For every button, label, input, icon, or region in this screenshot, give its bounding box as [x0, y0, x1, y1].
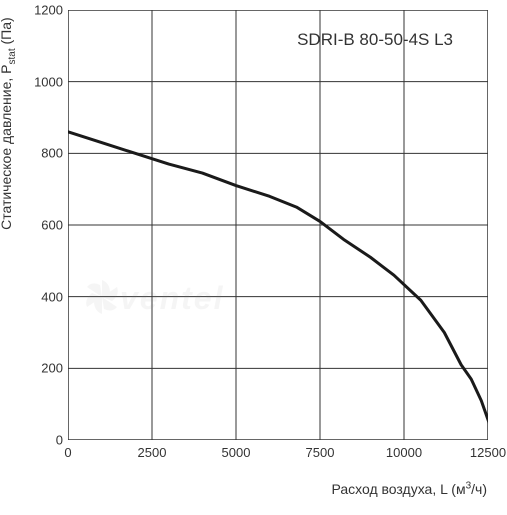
x-axis-label-text: Расход воздуха, L (м3/ч) — [331, 481, 487, 497]
x-tick-label: 7500 — [306, 445, 335, 460]
y-tick-label: 0 — [23, 433, 63, 448]
y-tick-label: 600 — [23, 218, 63, 233]
y-tick-label: 800 — [23, 146, 63, 161]
x-axis-label: Расход воздуха, L (м3/ч) — [331, 480, 487, 497]
y-axis-label-text: Статическое давление, Pstat (Па) — [0, 17, 14, 230]
y-tick-label: 200 — [23, 361, 63, 376]
x-tick-label: 5000 — [222, 445, 251, 460]
y-tick-label: 1200 — [23, 3, 63, 18]
y-tick-label: 1000 — [23, 74, 63, 89]
watermark-text: ventel — [120, 280, 224, 317]
x-tick-label: 2500 — [138, 445, 167, 460]
y-tick-label: 400 — [23, 289, 63, 304]
x-tick-label: 12500 — [470, 445, 506, 460]
x-tick-label: 0 — [64, 445, 71, 460]
chart-svg — [68, 10, 488, 440]
x-tick-label: 10000 — [386, 445, 422, 460]
y-axis-label: Статическое давление, Pstat (Па) — [0, 17, 18, 230]
chart-plot-area: SDRI-B 80-50-4S L3 — [68, 10, 488, 440]
chart-title: SDRI-B 80-50-4S L3 — [297, 30, 453, 50]
watermark-icon — [80, 275, 125, 325]
